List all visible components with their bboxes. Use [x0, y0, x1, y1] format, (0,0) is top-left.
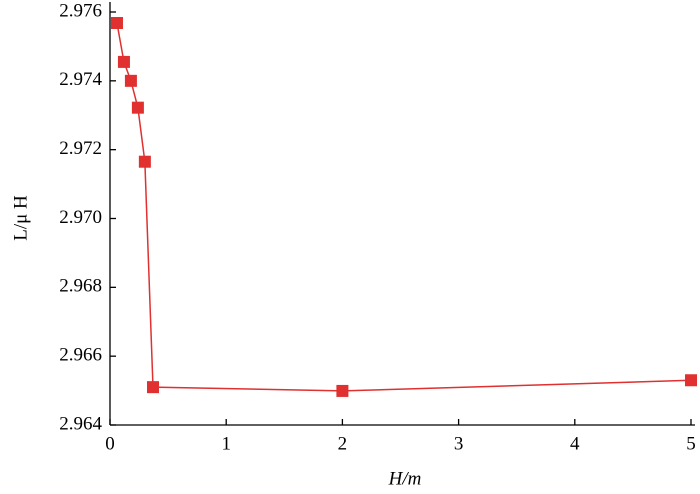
y-tick-label: 2.970	[59, 207, 102, 228]
x-tick-label: 2	[338, 433, 348, 454]
y-tick-label: 2.974	[59, 69, 102, 90]
y-tick-label: 2.968	[59, 276, 102, 297]
x-tick-label: 5	[686, 433, 696, 454]
x-tick-label: 4	[570, 433, 580, 454]
data-point	[131, 101, 144, 114]
data-point	[336, 384, 349, 397]
data-point	[138, 155, 151, 168]
data-point	[146, 381, 159, 394]
y-tick-label: 2.966	[59, 345, 102, 366]
x-tick-label: 1	[221, 433, 231, 454]
x-tick-label: 3	[454, 433, 464, 454]
y-tick-label: 2.972	[59, 138, 102, 159]
data-point	[117, 55, 130, 68]
x-tick-label: 0	[105, 433, 115, 454]
data-point	[124, 74, 137, 87]
data-line	[116, 22, 692, 392]
data-point	[685, 374, 697, 387]
y-tick-label: 2.976	[59, 0, 102, 21]
y-axis-label: L/μ H	[10, 195, 31, 241]
y-tick-label: 2.964	[59, 413, 102, 434]
x-axis-label: H/m	[388, 468, 422, 489]
data-point	[110, 17, 123, 30]
